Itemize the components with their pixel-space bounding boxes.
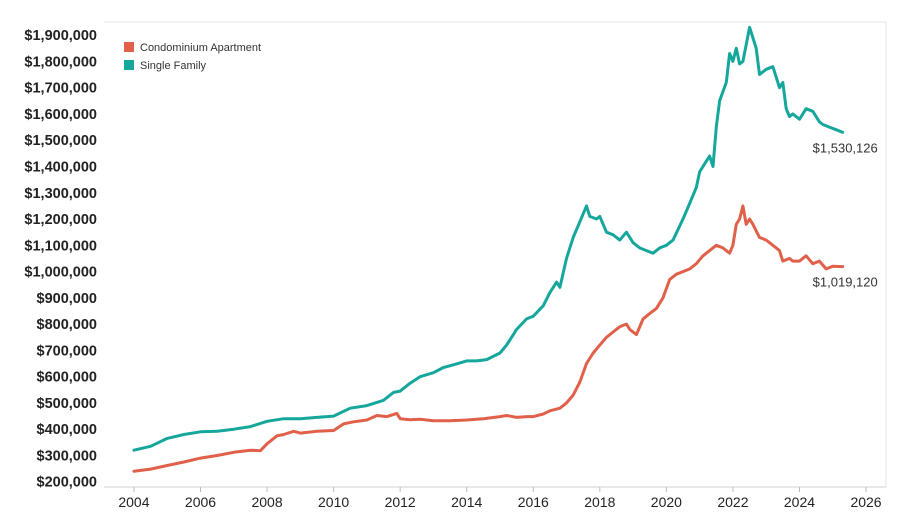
x-tick-label: 2014 — [451, 494, 482, 510]
y-tick-label: $1,100,000 — [24, 238, 97, 254]
y-tick-label: $700,000 — [37, 343, 97, 359]
y-tick-label: $1,300,000 — [24, 186, 97, 202]
end-label-single-family: $1,530,126 — [813, 140, 878, 155]
y-tick-label: $400,000 — [37, 422, 97, 438]
y-tick-label: $1,700,000 — [24, 81, 97, 97]
y-tick-label: $900,000 — [37, 291, 97, 307]
x-tick-label: 2022 — [717, 494, 748, 510]
end-label-condominium: $1,019,120 — [813, 275, 878, 290]
series-line-single-family — [132, 25, 845, 452]
y-tick-label: $800,000 — [37, 317, 97, 333]
y-axis: $200,000 $300,000 $400,000 $500,000 $600,000… — [24, 28, 97, 491]
x-axis: 2004 2006 2008 2010 2012 2014 2016 2018 2020 2022… — [118, 487, 882, 510]
y-tick-label: $300,000 — [37, 448, 97, 464]
x-tick-label: 2012 — [385, 494, 416, 510]
y-tick-label: $500,000 — [37, 396, 97, 412]
y-tick-label: $200,000 — [37, 475, 97, 491]
y-tick-label: $1,200,000 — [24, 212, 97, 228]
y-tick-label: $1,600,000 — [24, 107, 97, 123]
series-line-condominium — [132, 204, 845, 473]
y-tick-label: $1,400,000 — [24, 159, 97, 175]
legend: Condominium Apartment Single Family — [124, 42, 261, 72]
y-tick-label: $600,000 — [37, 370, 97, 386]
y-tick-label: $1,500,000 — [24, 133, 97, 149]
legend-swatch-single-family — [124, 60, 134, 70]
end-labels: $1,019,120 $1,530,126 — [813, 140, 878, 289]
legend-label-condominium: Condominium Apartment — [140, 42, 261, 54]
x-tick-label: 2024 — [784, 494, 815, 510]
x-tick-label: 2026 — [850, 494, 881, 510]
y-tick-label: $1,800,000 — [24, 54, 97, 70]
x-tick-label: 2020 — [651, 494, 682, 510]
y-tick-label: $1,000,000 — [24, 265, 97, 281]
x-tick-label: 2008 — [251, 494, 282, 510]
x-tick-label: 2018 — [584, 494, 615, 510]
series-lines — [132, 25, 845, 473]
x-tick-label: 2006 — [185, 494, 216, 510]
y-tick-label: $1,900,000 — [24, 28, 97, 44]
legend-label-single-family: Single Family — [140, 60, 207, 72]
x-tick-label: 2010 — [318, 494, 349, 510]
legend-swatch-condominium — [124, 42, 134, 52]
x-tick-label: 2004 — [118, 494, 149, 510]
plot-area — [104, 21, 887, 488]
x-tick-label: 2016 — [518, 494, 549, 510]
